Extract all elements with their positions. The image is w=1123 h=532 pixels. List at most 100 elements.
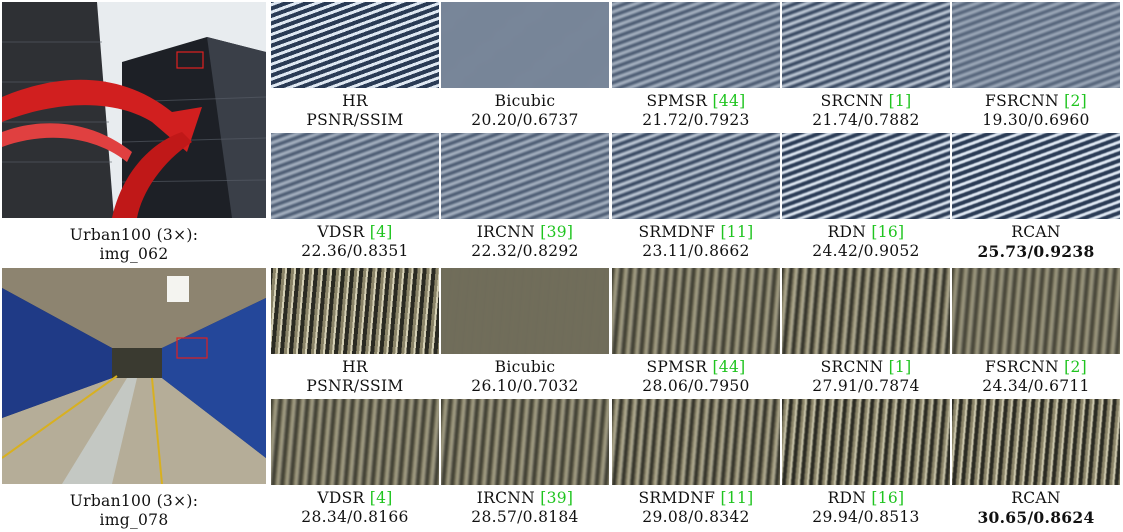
metric: 21.74/0.7882 bbox=[812, 111, 920, 129]
method-name: IRCNN bbox=[476, 489, 535, 507]
method-name: FSRCNN bbox=[985, 358, 1059, 376]
crop-texture bbox=[612, 133, 780, 219]
crop-caption: IRCNN [39] 28.57/0.8184 bbox=[439, 489, 611, 527]
crop-texture bbox=[441, 2, 609, 88]
method-name: VDSR bbox=[317, 223, 365, 241]
method-line: Bicubic bbox=[439, 358, 611, 377]
metric: PSNR/SSIM bbox=[306, 111, 404, 129]
crop-image bbox=[271, 133, 439, 219]
crop-caption: HR PSNR/SSIM bbox=[269, 358, 441, 396]
method-line: RDN [16] bbox=[780, 489, 952, 508]
caption-text: Urban100 (3×): bbox=[69, 226, 199, 244]
method-line: Bicubic bbox=[439, 92, 611, 111]
caption-line: Urban100 (3×): bbox=[0, 492, 268, 511]
main-image bbox=[2, 268, 266, 484]
metric-line: 30.65/0.8624 bbox=[950, 508, 1122, 528]
crop-caption: SPMSR [44] 28.06/0.7950 bbox=[610, 358, 782, 396]
metric-line: 24.42/0.9052 bbox=[780, 242, 952, 261]
citation: [4] bbox=[369, 223, 393, 241]
caption-line: img_062 bbox=[0, 245, 268, 264]
metric-line: PSNR/SSIM bbox=[269, 111, 441, 130]
method-name: RDN bbox=[827, 223, 867, 241]
citation: [39] bbox=[540, 223, 574, 241]
crop-caption: SRMDNF [11] 29.08/0.8342 bbox=[610, 489, 782, 527]
crop-image bbox=[612, 399, 780, 485]
crop-caption: RCAN 25.73/0.9238 bbox=[950, 223, 1122, 262]
method-line: HR bbox=[269, 92, 441, 111]
crop-caption: SRCNN [1] 27.91/0.7874 bbox=[780, 358, 952, 396]
crop-texture bbox=[441, 133, 609, 219]
method-line: RDN [16] bbox=[780, 223, 952, 242]
main-caption: Urban100 (3×): img_062 bbox=[0, 226, 268, 264]
crop-caption: SRCNN [1] 21.74/0.7882 bbox=[780, 92, 952, 130]
method-line: SRCNN [1] bbox=[780, 92, 952, 111]
crop-caption: RDN [16] 29.94/0.8513 bbox=[780, 489, 952, 527]
method-name: SRCNN bbox=[820, 92, 884, 110]
method-line: IRCNN [39] bbox=[439, 223, 611, 242]
metric: 29.94/0.8513 bbox=[812, 508, 920, 526]
method-line: IRCNN [39] bbox=[439, 489, 611, 508]
metric: 24.42/0.9052 bbox=[812, 242, 920, 260]
caption-line: img_078 bbox=[0, 511, 268, 530]
method-name: SPMSR bbox=[646, 92, 708, 110]
crop-image bbox=[952, 399, 1120, 485]
metric-line: 26.10/0.7032 bbox=[439, 377, 611, 396]
method-name: HR bbox=[342, 358, 368, 376]
crop-texture bbox=[441, 268, 609, 354]
metric-line: 29.08/0.8342 bbox=[610, 508, 782, 527]
method-line: VDSR [4] bbox=[269, 489, 441, 508]
method-name: Bicubic bbox=[494, 92, 556, 110]
method-line: RCAN bbox=[950, 489, 1122, 508]
crop-texture bbox=[612, 399, 780, 485]
main-caption: Urban100 (3×): img_078 bbox=[0, 492, 268, 530]
metric: 30.65/0.8624 bbox=[977, 508, 1095, 527]
citation: [1] bbox=[888, 358, 912, 376]
crop-image bbox=[271, 268, 439, 354]
crop-caption: Bicubic 20.20/0.6737 bbox=[439, 92, 611, 130]
method-name: SPMSR bbox=[646, 358, 708, 376]
citation: [16] bbox=[871, 223, 905, 241]
citation: [44] bbox=[712, 358, 746, 376]
crop-caption: HR PSNR/SSIM bbox=[269, 92, 441, 130]
method-line: FSRCNN [2] bbox=[950, 92, 1122, 111]
crop-caption: VDSR [4] 22.36/0.8351 bbox=[269, 223, 441, 261]
metric-line: 22.36/0.8351 bbox=[269, 242, 441, 261]
method-line: SPMSR [44] bbox=[610, 92, 782, 111]
caption-line: Urban100 (3×): bbox=[0, 226, 268, 245]
crop-texture bbox=[612, 2, 780, 88]
metric-line: 19.30/0.6960 bbox=[950, 111, 1122, 130]
metric: 19.30/0.6960 bbox=[982, 111, 1090, 129]
citation: [4] bbox=[369, 489, 393, 507]
method-name: SRMDNF bbox=[638, 489, 716, 507]
crop-image bbox=[441, 399, 609, 485]
crop-caption: SRMDNF [11] 23.11/0.8662 bbox=[610, 223, 782, 261]
crop-texture bbox=[782, 133, 950, 219]
method-name: HR bbox=[342, 92, 368, 110]
crop-texture bbox=[782, 2, 950, 88]
crop-texture bbox=[952, 2, 1120, 88]
metric: 21.72/0.7923 bbox=[642, 111, 750, 129]
crop-image bbox=[952, 133, 1120, 219]
method-name: Bicubic bbox=[494, 358, 556, 376]
crop-image bbox=[441, 268, 609, 354]
crop-caption: Bicubic 26.10/0.7032 bbox=[439, 358, 611, 396]
metric-line: 22.32/0.8292 bbox=[439, 242, 611, 261]
crop-image bbox=[612, 268, 780, 354]
method-name: SRMDNF bbox=[638, 223, 716, 241]
crop-texture bbox=[952, 133, 1120, 219]
method-line: FSRCNN [2] bbox=[950, 358, 1122, 377]
method-name: FSRCNN bbox=[985, 92, 1059, 110]
metric-line: 28.57/0.8184 bbox=[439, 508, 611, 527]
metric: 25.73/0.9238 bbox=[977, 242, 1095, 261]
metric-line: 24.34/0.6711 bbox=[950, 377, 1122, 396]
method-line: RCAN bbox=[950, 223, 1122, 242]
metric: 22.36/0.8351 bbox=[301, 242, 409, 260]
crop-texture bbox=[441, 399, 609, 485]
crop-image bbox=[612, 2, 780, 88]
crop-image bbox=[441, 2, 609, 88]
caption-text: img_078 bbox=[99, 511, 169, 529]
crop-image bbox=[271, 399, 439, 485]
method-name: RCAN bbox=[1011, 223, 1061, 241]
crop-image bbox=[952, 2, 1120, 88]
